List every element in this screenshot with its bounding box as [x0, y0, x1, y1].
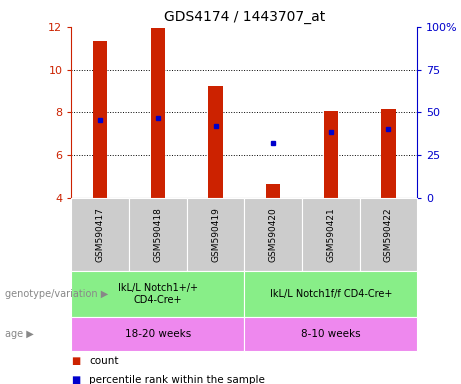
Bar [244, 317, 417, 351]
Text: count: count [89, 356, 118, 366]
Text: GSM590417: GSM590417 [96, 207, 105, 262]
Bar [71, 198, 129, 271]
Bar [360, 198, 417, 271]
Text: age ▶: age ▶ [5, 329, 33, 339]
Bar [71, 317, 244, 351]
Bar [324, 111, 338, 198]
Text: GSM590418: GSM590418 [154, 207, 162, 262]
Text: GSM590419: GSM590419 [211, 207, 220, 262]
Text: genotype/variation ▶: genotype/variation ▶ [5, 289, 108, 299]
Bar [151, 28, 165, 198]
Bar [93, 41, 107, 198]
Bar [381, 109, 396, 198]
Text: GSM590420: GSM590420 [269, 207, 278, 262]
Bar [71, 271, 244, 317]
Text: 18-20 weeks: 18-20 weeks [125, 329, 191, 339]
Bar [244, 198, 302, 271]
Bar [244, 271, 417, 317]
Text: ■: ■ [71, 356, 81, 366]
Text: IkL/L Notch1f/f CD4-Cre+: IkL/L Notch1f/f CD4-Cre+ [270, 289, 392, 299]
Bar [129, 198, 187, 271]
Bar [187, 198, 244, 271]
Text: IkL/L Notch1+/+
CD4-Cre+: IkL/L Notch1+/+ CD4-Cre+ [118, 283, 198, 305]
Bar [302, 198, 360, 271]
Text: ■: ■ [71, 375, 81, 384]
Text: GSM590421: GSM590421 [326, 207, 335, 262]
Bar [208, 86, 223, 198]
Text: 8-10 weeks: 8-10 weeks [301, 329, 361, 339]
Title: GDS4174 / 1443707_at: GDS4174 / 1443707_at [164, 10, 325, 25]
Bar [266, 184, 280, 198]
Text: GSM590422: GSM590422 [384, 207, 393, 262]
Text: percentile rank within the sample: percentile rank within the sample [89, 375, 265, 384]
